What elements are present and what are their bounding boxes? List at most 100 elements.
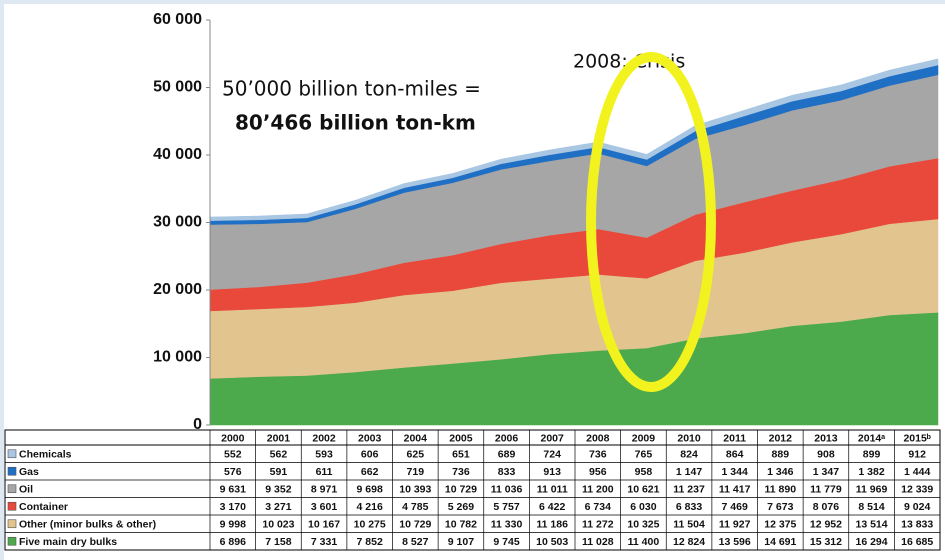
- y-tick-label: 60 000: [153, 11, 202, 28]
- table-value: 11 200: [582, 484, 614, 496]
- table-value: 593: [315, 449, 333, 461]
- table-value: 11 237: [673, 484, 705, 496]
- legend-swatch: [7, 519, 17, 529]
- table-value: 899: [863, 449, 881, 461]
- table-value: 9 698: [357, 484, 383, 496]
- table-value: 11 330: [491, 519, 523, 531]
- table-value: 611: [316, 466, 333, 478]
- area: [209, 58, 939, 221]
- legend-swatch: [7, 484, 17, 494]
- y-tick-label: 50 000: [153, 79, 202, 96]
- table-value: 11 969: [856, 484, 888, 496]
- table-value: 1 382: [858, 466, 884, 478]
- legend-swatch: [7, 449, 17, 459]
- table-value: 10 275: [354, 519, 386, 531]
- table-value: 10 729: [399, 519, 431, 531]
- table-value: 8 076: [813, 501, 839, 513]
- table-value: 3 601: [311, 501, 337, 513]
- legend-label: Chemicals: [19, 449, 72, 461]
- x-tick-label: 2009: [632, 432, 656, 444]
- table-value: 889: [772, 449, 790, 461]
- table-value: 864: [726, 449, 744, 461]
- table-value: 6 030: [630, 501, 656, 513]
- table-value: 912: [908, 449, 926, 461]
- table-value: 12 952: [810, 519, 842, 531]
- table-value: 1 444: [904, 466, 930, 478]
- table-value: 1 344: [722, 466, 748, 478]
- frame-top: [0, 0, 945, 4]
- table-value: 719: [407, 466, 425, 478]
- legend-label: Gas: [19, 466, 39, 478]
- x-tick-label: 2015ᵇ: [903, 432, 930, 444]
- table-value: 11 927: [719, 519, 751, 531]
- table-value: 11 186: [536, 519, 568, 531]
- table-value: 15 312: [810, 536, 842, 548]
- table-value: 6 734: [585, 501, 611, 513]
- x-tick-label: 2003: [358, 432, 382, 444]
- table-value: 12 339: [901, 484, 933, 496]
- table-value: 11 890: [765, 484, 797, 496]
- table-value: 9 024: [904, 501, 930, 513]
- table-value: 9 107: [448, 536, 474, 548]
- table-value: 8 514: [858, 501, 884, 513]
- table-value: 9 745: [493, 536, 519, 548]
- table-value: 11 272: [582, 519, 614, 531]
- table-value: 3 271: [265, 501, 291, 513]
- table-value: 10 729: [445, 484, 477, 496]
- table-value: 5 269: [448, 501, 474, 513]
- table-value: 11 779: [810, 484, 842, 496]
- legend-label: Five main dry bulks: [19, 536, 117, 548]
- table-value: 8 527: [402, 536, 428, 548]
- table-value: 765: [635, 449, 653, 461]
- table-value: 5 757: [493, 501, 519, 513]
- legend-label: Container: [19, 501, 68, 513]
- annotation: 80’466 billion ton-km: [235, 111, 476, 135]
- table-value: 10 621: [627, 484, 659, 496]
- table-value: 576: [224, 466, 242, 478]
- table-value: 1 147: [676, 466, 702, 478]
- table-value: 6 896: [220, 536, 246, 548]
- legend-label: Oil: [19, 484, 33, 496]
- table-value: 651: [452, 449, 470, 461]
- table-value: 4 785: [402, 501, 428, 513]
- x-tick-label: 2007: [541, 432, 565, 444]
- table-value: 11 036: [491, 484, 523, 496]
- table-value: 908: [817, 449, 835, 461]
- table-value: 11 417: [719, 484, 751, 496]
- table-value: 956: [589, 466, 607, 478]
- table-value: 10 782: [445, 519, 477, 531]
- table-value: 1 346: [767, 466, 793, 478]
- x-tick-label: 2005: [449, 432, 473, 444]
- table-value: 13 833: [901, 519, 933, 531]
- x-tick-label: 2014ᵃ: [858, 432, 885, 444]
- table-value: 736: [589, 449, 607, 461]
- table-value: 11 011: [537, 484, 568, 496]
- table-value: 724: [543, 449, 561, 461]
- table-value: 833: [498, 466, 516, 478]
- table-value: 13 596: [719, 536, 751, 548]
- table-value: 958: [635, 466, 653, 478]
- table-value: 6 833: [676, 501, 702, 513]
- table-value: 11 504: [673, 519, 705, 531]
- table-value: 625: [407, 449, 425, 461]
- table-value: 6 422: [539, 501, 565, 513]
- table-value: 10 393: [399, 484, 431, 496]
- table-value: 1 347: [813, 466, 839, 478]
- table-value: 606: [361, 449, 379, 461]
- table-value: 11 400: [628, 536, 660, 548]
- table-value: 12 375: [764, 519, 796, 531]
- x-tick-label: 2011: [723, 432, 746, 444]
- table-value: 4 216: [357, 501, 383, 513]
- table-value: 689: [498, 449, 516, 461]
- table-value: 12 824: [673, 536, 705, 548]
- table-value: 824: [680, 449, 698, 461]
- table-value: 9 998: [220, 519, 246, 531]
- x-tick-label: 2013: [814, 432, 838, 444]
- x-tick-label: 2001: [267, 432, 291, 444]
- table-value: 10 503: [536, 536, 568, 548]
- x-tick-label: 2012: [769, 432, 793, 444]
- table-value: 10 023: [262, 519, 294, 531]
- table-value: 7 331: [311, 536, 337, 548]
- table-value: 9 631: [220, 484, 246, 496]
